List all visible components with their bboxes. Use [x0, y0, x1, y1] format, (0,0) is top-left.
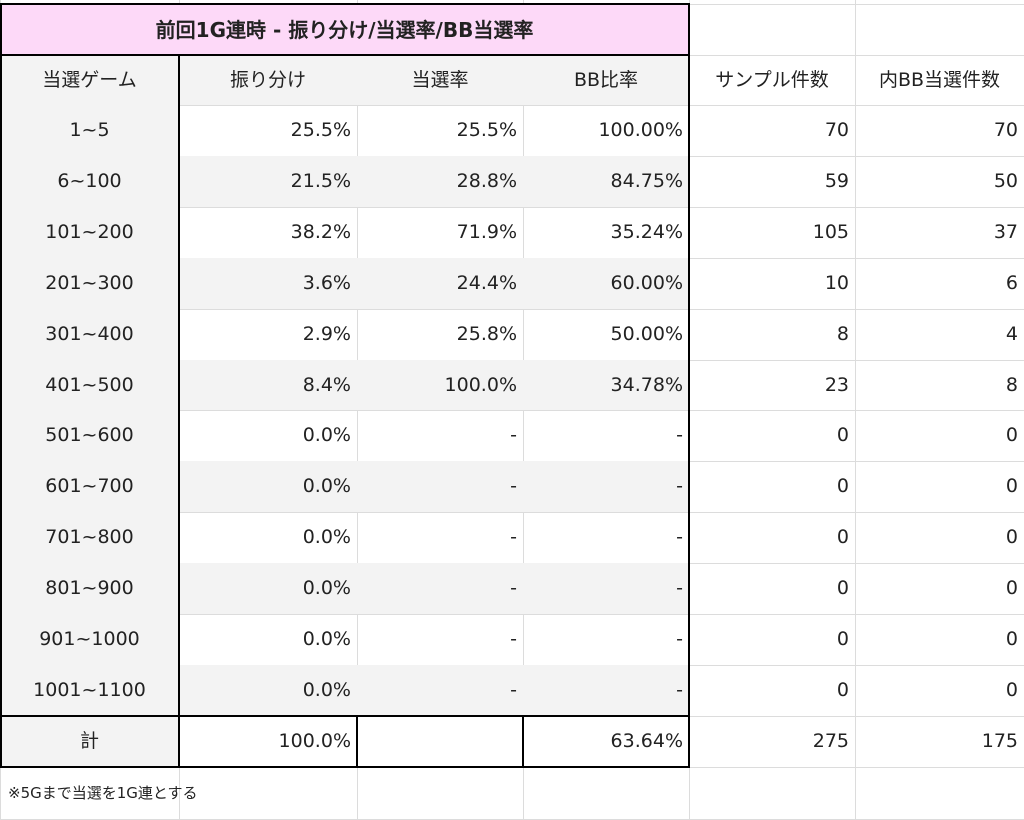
cell-bb-ratio[interactable]: 34.78%: [523, 360, 689, 410]
cell-bb-win-count[interactable]: 0: [1005, 424, 1018, 446]
cell-distribution[interactable]: 0.0%: [302, 628, 351, 650]
cell-win-rate[interactable]: 24.4%: [357, 258, 523, 309]
cell-sample-count[interactable]: 0: [836, 577, 849, 599]
cell-bb-win-count[interactable]: 0: [1005, 628, 1018, 650]
row-label[interactable]: 501~600: [0, 410, 179, 461]
cell-bb-ratio[interactable]: 84.75%: [523, 156, 689, 207]
row-label[interactable]: 901~1000: [0, 614, 179, 665]
total-distribution[interactable]: 100.0%: [278, 730, 351, 752]
cell-bb-win-count[interactable]: 70: [993, 119, 1018, 141]
footnote: ※5Gまで当選を1G連とする: [8, 783, 198, 802]
cell-win-rate[interactable]: 25.5%: [456, 119, 517, 141]
cell-sample-count[interactable]: 0: [836, 628, 849, 650]
cell-bb-win-count[interactable]: 0: [1005, 526, 1018, 548]
cell-bb-ratio[interactable]: 60.00%: [523, 258, 689, 309]
cell-win-rate[interactable]: 25.8%: [456, 323, 517, 345]
cell-distribution[interactable]: 25.5%: [290, 119, 351, 141]
row-label[interactable]: 101~200: [0, 207, 179, 258]
cell-sample-count[interactable]: 10: [824, 272, 849, 294]
cell-distribution[interactable]: 0.0%: [302, 424, 351, 446]
sheet-title: 前回1G連時 - 振り分け/当選率/BB当選率: [0, 4, 689, 55]
cell-win-rate[interactable]: -: [357, 665, 523, 716]
cell-sample-count[interactable]: 0: [836, 424, 849, 446]
cell-distribution[interactable]: 2.9%: [302, 323, 351, 345]
cell-win-rate[interactable]: 28.8%: [357, 156, 523, 207]
cell-distribution[interactable]: 0.0%: [302, 526, 351, 548]
row-label[interactable]: 301~400: [0, 309, 179, 360]
cell-bb-ratio[interactable]: 50.00%: [610, 323, 683, 345]
total-bb-win-count[interactable]: 175: [981, 730, 1018, 752]
cell-sample-count[interactable]: 0: [836, 475, 849, 497]
cell-bb-win-count[interactable]: 0: [1005, 679, 1018, 701]
cell-bb-ratio[interactable]: -: [676, 424, 683, 446]
cell-bb-ratio[interactable]: 35.24%: [610, 221, 683, 243]
cell-sample-count[interactable]: 70: [824, 119, 849, 141]
total-bb-ratio[interactable]: 63.64%: [610, 730, 683, 752]
row-label[interactable]: 6~100: [0, 156, 179, 207]
cell-sample-count[interactable]: 105: [812, 221, 849, 243]
cell-bb-win-count[interactable]: 8: [1005, 373, 1018, 396]
cell-sample-count[interactable]: 0: [836, 526, 849, 548]
header-bb-win-count[interactable]: 内BB当選件数: [878, 68, 1001, 91]
cell-bb-ratio[interactable]: -: [523, 563, 689, 614]
total-label[interactable]: 計: [0, 716, 179, 767]
cell-distribution[interactable]: 0.0%: [179, 563, 357, 614]
cell-bb-ratio[interactable]: 100.00%: [598, 119, 683, 141]
row-label[interactable]: 801~900: [0, 563, 179, 614]
row-label[interactable]: 601~700: [0, 461, 179, 512]
row-label[interactable]: 201~300: [0, 258, 179, 309]
header-win-rate[interactable]: 当選率: [357, 55, 523, 105]
row-label[interactable]: 1001~1100: [0, 665, 179, 716]
cell-bb-win-count[interactable]: 50: [993, 170, 1018, 192]
cell-win-rate[interactable]: -: [510, 526, 517, 548]
header-sample-count[interactable]: サンプル件数: [715, 68, 829, 91]
row-label[interactable]: 701~800: [0, 512, 179, 563]
cell-bb-win-count[interactable]: 0: [1005, 475, 1018, 497]
header-game-range[interactable]: 当選ゲーム: [0, 55, 179, 105]
cell-bb-ratio[interactable]: -: [523, 665, 689, 716]
cell-sample-count[interactable]: 8: [836, 323, 849, 345]
cell-distribution[interactable]: 3.6%: [179, 258, 357, 309]
cell-distribution[interactable]: 8.4%: [179, 360, 357, 410]
cell-distribution[interactable]: 21.5%: [179, 156, 357, 207]
row-label[interactable]: 1~5: [0, 105, 179, 156]
cell-sample-count[interactable]: 23: [824, 373, 849, 396]
cell-bb-ratio[interactable]: -: [523, 461, 689, 512]
cell-sample-count[interactable]: 0: [836, 679, 849, 701]
cell-distribution[interactable]: 38.2%: [290, 221, 351, 243]
cell-distribution[interactable]: 0.0%: [179, 461, 357, 512]
cell-bb-win-count[interactable]: 6: [1005, 272, 1018, 294]
cell-bb-ratio[interactable]: -: [676, 628, 683, 650]
cell-bb-ratio[interactable]: -: [676, 526, 683, 548]
cell-win-rate[interactable]: -: [357, 563, 523, 614]
cell-win-rate[interactable]: -: [510, 628, 517, 650]
cell-win-rate[interactable]: 71.9%: [456, 221, 517, 243]
cell-sample-count[interactable]: 59: [824, 170, 849, 192]
total-win-rate[interactable]: [357, 716, 523, 767]
row-label[interactable]: 401~500: [0, 360, 179, 410]
total-sample-count[interactable]: 275: [812, 730, 849, 752]
header-distribution[interactable]: 振り分け: [179, 55, 357, 105]
cell-win-rate[interactable]: 100.0%: [357, 360, 523, 410]
cell-bb-win-count[interactable]: 0: [1005, 577, 1018, 599]
cell-bb-win-count[interactable]: 37: [993, 221, 1018, 243]
cell-bb-win-count[interactable]: 4: [1005, 323, 1018, 345]
cell-win-rate[interactable]: -: [357, 461, 523, 512]
header-bb-ratio[interactable]: BB比率: [523, 55, 689, 105]
cell-distribution[interactable]: 0.0%: [179, 665, 357, 716]
cell-win-rate[interactable]: -: [510, 424, 517, 446]
